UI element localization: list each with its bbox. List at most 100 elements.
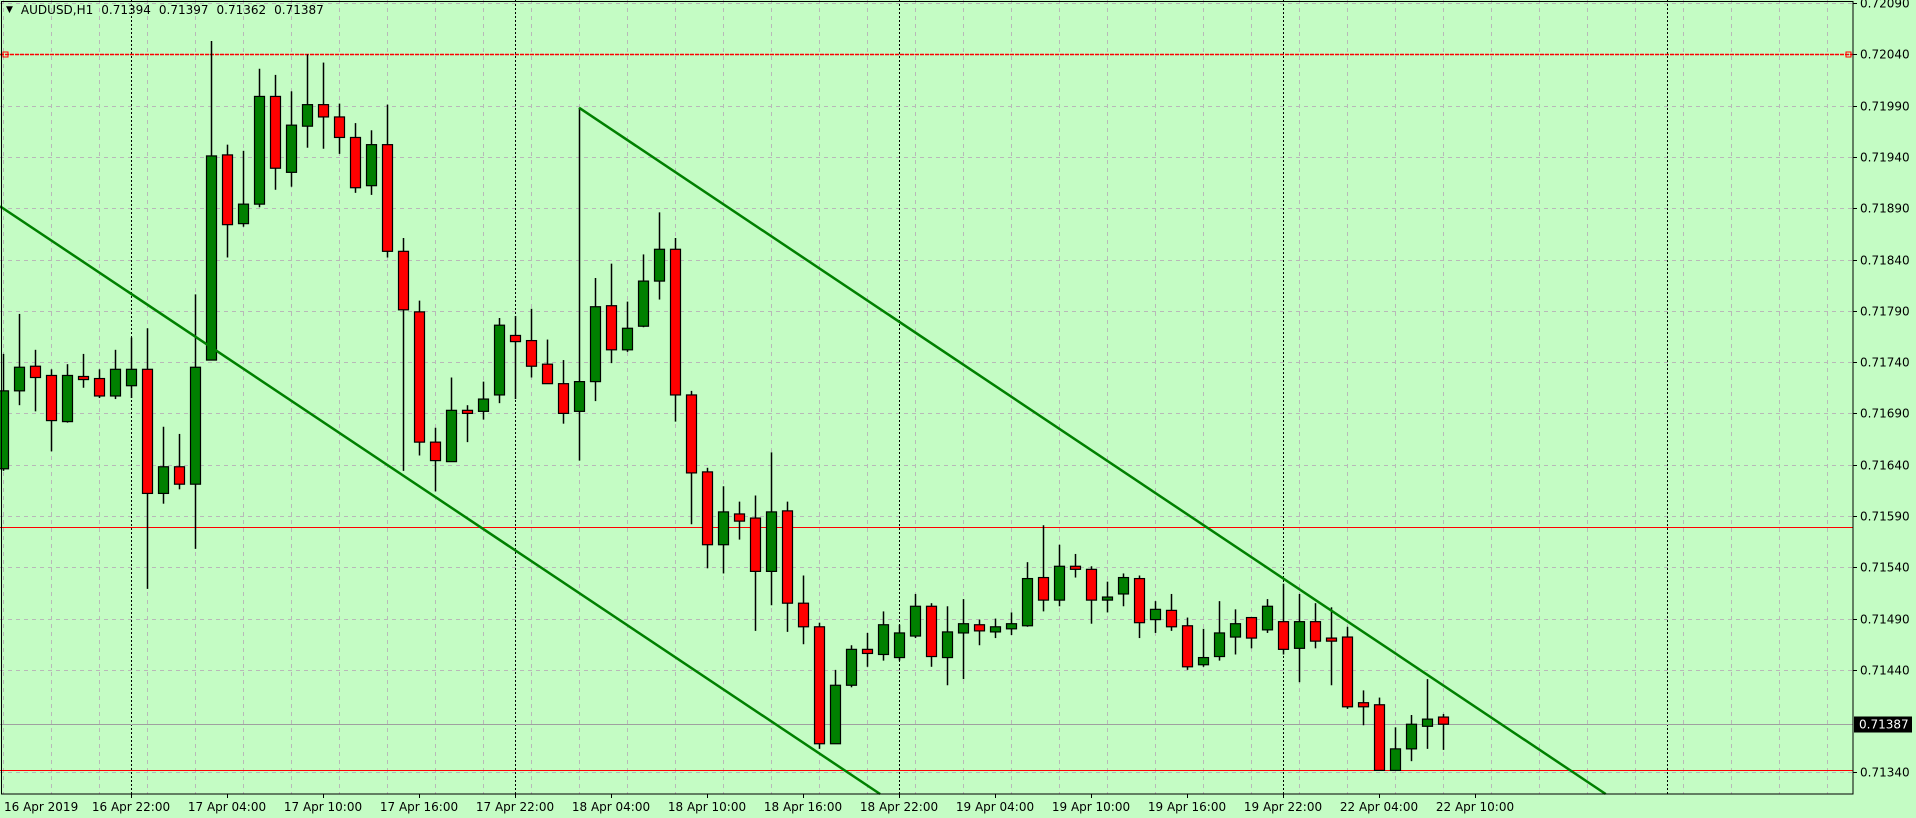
symbol-label: AUDUSD,H1 — [20, 3, 94, 17]
bull-candle — [1101, 596, 1114, 601]
bear-candle — [317, 104, 330, 118]
bull-candle — [845, 648, 858, 686]
bull-candle — [1005, 623, 1018, 630]
bear-candle — [429, 441, 442, 462]
y-tick-label: 0.71940 — [1860, 151, 1910, 165]
bear-candle — [605, 305, 618, 351]
chart-header: ▼ AUDUSD,H1 0.71394 0.71397 0.71362 0.71… — [6, 3, 324, 17]
triangle-down-icon[interactable]: ▼ — [6, 5, 13, 15]
y-tick-label: 0.72090 — [1860, 0, 1910, 11]
bull-candle — [109, 368, 122, 397]
bear-candle — [1437, 716, 1450, 725]
current-price-label: 0.71387 — [1859, 718, 1909, 732]
bull-candle — [877, 624, 890, 656]
bull-candle — [829, 684, 842, 745]
x-tick-label: 22 Apr 04:00 — [1340, 800, 1418, 814]
bear-candle — [925, 605, 938, 658]
high-value: 0.71397 — [158, 3, 209, 17]
x-tick-label: 18 Apr 10:00 — [668, 800, 746, 814]
bull-candle — [909, 605, 922, 637]
bear-candle — [509, 334, 522, 343]
bull-candle — [621, 327, 634, 351]
bear-candle — [413, 311, 426, 443]
bull-candle — [1117, 576, 1130, 595]
bear-candle — [93, 377, 106, 397]
x-tick-label: 16 Apr 2019 — [4, 800, 78, 814]
y-tick-label: 0.71440 — [1860, 664, 1910, 678]
bull-candle — [1293, 621, 1306, 649]
bear-candle — [525, 339, 538, 367]
bear-candle — [1341, 636, 1354, 708]
bull-candle — [637, 280, 650, 327]
bull-candle — [125, 368, 138, 387]
y-tick-label: 0.71990 — [1860, 100, 1910, 114]
bear-candle — [381, 144, 394, 252]
y-tick-label: 0.71690 — [1860, 407, 1910, 421]
x-tick-label: 19 Apr 04:00 — [956, 800, 1034, 814]
bear-candle — [461, 409, 474, 415]
y-tick-label: 0.71490 — [1860, 613, 1910, 627]
x-tick-label: 22 Apr 10:00 — [1436, 800, 1514, 814]
bull-candle — [13, 366, 26, 392]
bull-candle — [765, 511, 778, 572]
y-tick-label: 0.71640 — [1860, 459, 1910, 473]
bear-candle — [685, 394, 698, 474]
bear-candle — [541, 363, 554, 385]
bull-candle — [1261, 605, 1274, 631]
bull-candle — [445, 409, 458, 463]
y-tick-label: 0.71790 — [1860, 305, 1910, 319]
bull-candle — [189, 366, 202, 485]
bull-candle — [493, 324, 506, 396]
bear-candle — [45, 374, 58, 422]
bull-candle — [653, 248, 666, 282]
bear-candle — [1133, 577, 1146, 624]
bear-candle — [733, 513, 746, 522]
bull-candle — [1053, 565, 1066, 601]
bear-candle — [1181, 625, 1194, 668]
bull-candle — [989, 626, 1002, 633]
bear-candle — [1357, 702, 1370, 708]
bull-candle — [957, 623, 970, 634]
bull-candle — [589, 306, 602, 383]
low-value: 0.71362 — [216, 3, 267, 17]
bear-candle — [1373, 704, 1386, 772]
bear-candle — [701, 471, 714, 546]
bull-candle — [301, 104, 314, 127]
x-tick-label: 17 Apr 16:00 — [380, 800, 458, 814]
bear-candle — [1037, 576, 1050, 601]
trendline — [0, 205, 881, 796]
x-tick-label: 19 Apr 16:00 — [1148, 800, 1226, 814]
y-tick-label: 0.71340 — [1860, 766, 1910, 780]
bear-candle — [1069, 565, 1082, 570]
y-tick-label: 0.72040 — [1860, 48, 1910, 62]
x-tick-label: 18 Apr 22:00 — [860, 800, 938, 814]
bear-candle — [973, 624, 986, 632]
bear-candle — [1085, 568, 1098, 601]
y-tick-label: 0.71740 — [1860, 356, 1910, 370]
bull-candle — [1389, 748, 1402, 772]
bear-candle — [221, 154, 234, 226]
bull-candle — [157, 466, 170, 495]
bear-candle — [333, 116, 346, 139]
x-tick-label: 18 Apr 04:00 — [572, 800, 650, 814]
bull-candle — [205, 155, 218, 361]
plot-frame — [1, 1, 1854, 795]
bull-candle — [1021, 577, 1034, 627]
close-value: 0.71387 — [274, 3, 324, 17]
bear-candle — [1309, 621, 1322, 642]
bull-candle — [893, 632, 906, 659]
bull-candle — [1229, 623, 1242, 638]
y-tick-label: 0.71840 — [1860, 254, 1910, 268]
bull-candle — [285, 124, 298, 173]
bear-candle — [29, 365, 42, 379]
bear-candle — [781, 510, 794, 604]
bear-candle — [397, 250, 410, 311]
bear-candle — [269, 95, 282, 169]
bear-candle — [813, 626, 826, 745]
bull-candle — [237, 203, 250, 225]
x-tick-label: 17 Apr 10:00 — [284, 800, 362, 814]
bull-candle — [477, 398, 490, 412]
bear-candle — [1277, 621, 1290, 650]
